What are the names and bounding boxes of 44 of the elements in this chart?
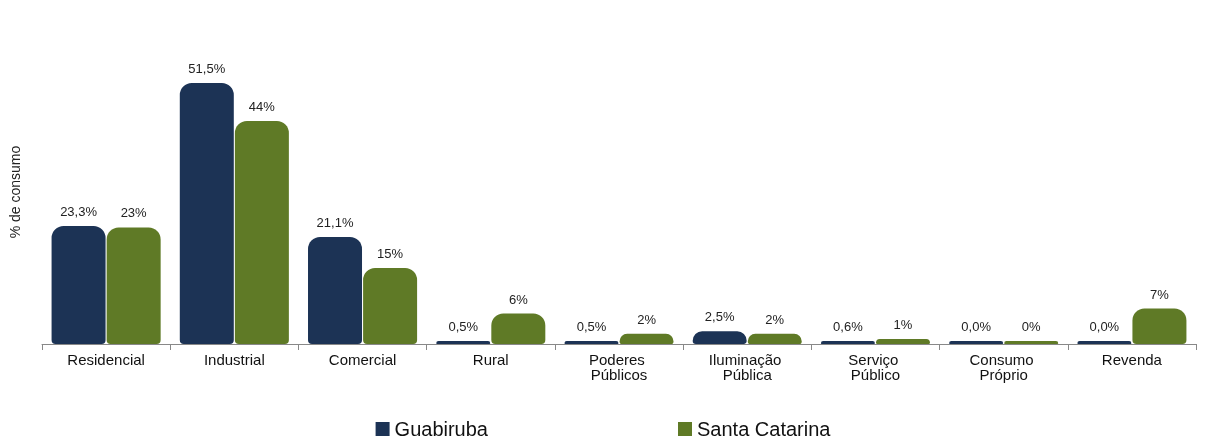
bar — [1132, 308, 1187, 344]
bar — [747, 333, 802, 344]
data-label: 1% — [893, 316, 913, 332]
x-tick-label: Revenda — [1101, 351, 1163, 368]
data-label: 0,0% — [961, 319, 992, 334]
bar — [436, 341, 491, 344]
data-label: 0,5% — [448, 319, 479, 334]
data-label: 2% — [637, 311, 657, 327]
data-label: 44% — [248, 99, 276, 115]
data-label: 0,5% — [576, 319, 607, 334]
x-tick-label: Iluminação Pública — [708, 351, 786, 383]
x-tick-label: Consumo Próprio — [969, 351, 1038, 383]
x-tick-label: Comercial — [328, 351, 397, 368]
bar — [619, 333, 674, 344]
data-label: 2,5% — [704, 309, 735, 325]
bar — [820, 340, 875, 344]
bar — [875, 338, 930, 344]
data-label: 0% — [1021, 319, 1042, 334]
bar — [491, 313, 546, 344]
legend-label: Guabiruba — [394, 418, 489, 440]
data-label: 0,0% — [1089, 319, 1120, 334]
x-tick-label: Rural — [472, 351, 509, 368]
x-tick-label: Poderes Públicos — [588, 351, 650, 383]
bar — [308, 237, 363, 344]
bar — [234, 121, 289, 344]
data-label: 23,3% — [60, 203, 98, 219]
data-label: 7% — [1150, 286, 1170, 302]
x-tick-label: Industrial — [203, 351, 265, 368]
data-label: 23% — [120, 205, 148, 221]
data-label: 15% — [377, 246, 404, 261]
x-tick-label: Serviço Público — [848, 351, 903, 383]
bar — [51, 225, 106, 344]
data-label: 6% — [508, 291, 529, 307]
data-label: 2% — [765, 311, 785, 327]
data-label: 51,5% — [188, 61, 226, 77]
bar — [564, 341, 619, 344]
x-tick-label: Residencial — [67, 351, 145, 368]
bar — [363, 268, 418, 344]
data-label: 21,1% — [316, 215, 354, 231]
bar — [179, 83, 234, 344]
y-axis-title: % de consumo — [7, 145, 23, 239]
bar — [106, 227, 161, 344]
data-label: 0,6% — [833, 318, 864, 334]
legend-label: Santa Catarina — [696, 418, 832, 440]
